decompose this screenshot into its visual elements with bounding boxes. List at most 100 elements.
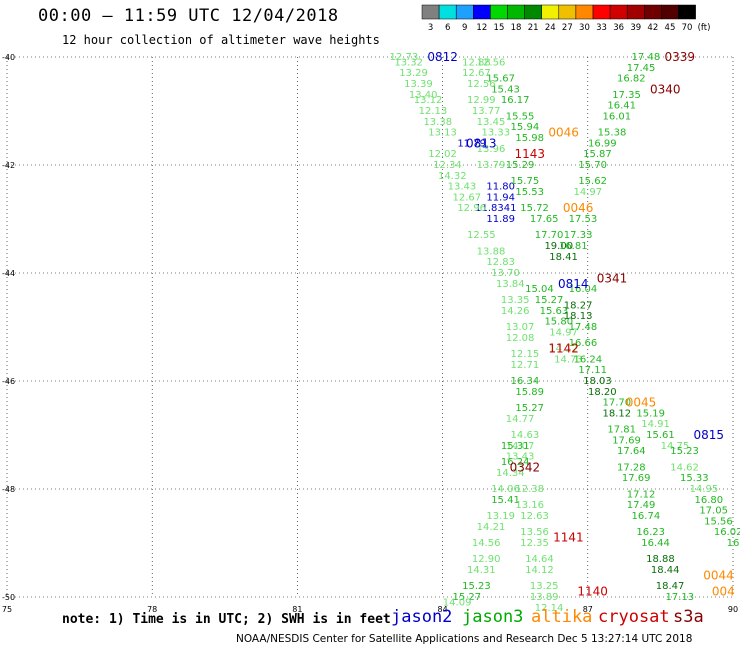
y-tick-label: -46 xyxy=(2,377,15,386)
swh-data-label: 13.07 xyxy=(506,322,535,333)
swh-data-label: 12.56 xyxy=(467,79,496,90)
swh-data-label: 15.43 xyxy=(491,84,520,95)
swh-data-label: 12.99 xyxy=(467,95,496,106)
swh-data-label: 13.89 xyxy=(530,592,559,603)
colorbar-label: 42 xyxy=(647,23,658,33)
swh-data-label: 17.33 xyxy=(564,230,593,241)
swh-data-label: 15.55 xyxy=(506,111,535,122)
swh-data-label: 17.69 xyxy=(612,435,641,446)
swh-data-label: 14.73 xyxy=(554,354,583,365)
swh-data-label: 11.80 xyxy=(486,182,515,193)
colorbar-legend: 3 6 9 12 15 18 21 24 27 30 33 36 39 42 45 70 (ft) xyxy=(421,4,710,33)
pass-time-label: 0046 xyxy=(563,201,594,215)
swh-data-label: 14.26 xyxy=(501,306,530,317)
swh-data-label: 11.94 xyxy=(486,192,515,203)
pass-time-label: 0341 xyxy=(597,271,628,285)
swh-data-label: 16.44 xyxy=(641,538,670,549)
x-tick-label: 78 xyxy=(147,605,157,614)
swh-data-label: 14.63 xyxy=(511,430,540,441)
swh-data-label: 13.25 xyxy=(530,581,559,592)
swh-data-label: 15.94 xyxy=(511,122,540,133)
pass-time-label: 0044 xyxy=(703,568,734,582)
swh-data-label: 15.63 xyxy=(540,306,569,317)
swh-data-label: 13.43 xyxy=(506,452,535,463)
chart-title: 00:00 — 11:59 UTC 12/04/2018 xyxy=(38,6,339,26)
swh-data-label: 15.53 xyxy=(515,187,544,198)
legend-altika: altika xyxy=(531,607,593,627)
swh-data-label: 18.44 xyxy=(651,565,680,576)
swh-data-label: 18.20 xyxy=(588,387,617,398)
swh-data-label: 16.34 xyxy=(511,376,540,387)
pass-time-label: 0812 xyxy=(427,50,458,64)
swh-data-label: 15.31 xyxy=(501,441,530,452)
x-tick-label: 87 xyxy=(583,605,593,614)
colorbar-label: 33 xyxy=(596,23,607,33)
swh-data-label: 15.67 xyxy=(486,74,515,85)
swh-data-label: 12.56 xyxy=(477,57,506,68)
swh-data-label: 14.75 xyxy=(661,441,690,452)
pass-time-label: 0813 xyxy=(466,136,497,150)
swh-data-label: 12.34 xyxy=(433,160,462,171)
swh-data-label: 15.61 xyxy=(646,430,675,441)
swh-data-label: 18.47 xyxy=(656,581,685,592)
colorbar-label: 21 xyxy=(528,23,539,33)
swh-data-label: 17.48 xyxy=(632,52,661,63)
colorbar-label: 9 xyxy=(462,23,467,33)
swh-data-label: 14.62 xyxy=(670,462,699,473)
swh-data-label: 15.87 xyxy=(583,149,612,160)
y-tick-label: -48 xyxy=(2,485,15,494)
swh-data-label: 18.41 xyxy=(549,252,578,263)
swh-data-label: 14.06 xyxy=(491,484,520,495)
pass-time-label: 0815 xyxy=(694,428,725,442)
swh-data-label: 14.64 xyxy=(525,554,554,565)
legend-jason2: jason2 xyxy=(391,607,453,627)
swh-data-label: 12.67 xyxy=(452,192,481,203)
swh-data-label: 14.97 xyxy=(573,187,602,198)
colorbar-swatch xyxy=(678,4,696,20)
pass-time-label: 0339 xyxy=(664,50,695,64)
colorbar-label: 18 xyxy=(511,23,522,33)
swh-data-label: 13.45 xyxy=(477,117,506,128)
swh-data-label: 16.17 xyxy=(501,95,530,106)
credit-line: NOAA/NESDIS Center for Satellite Applica… xyxy=(236,633,693,645)
colorbar-label: 6 xyxy=(445,23,450,33)
x-tick-label: 81 xyxy=(292,605,302,614)
chart-subtitle: 12 hour collection of altimeter wave hei… xyxy=(62,33,380,47)
swh-data-label: 13.70 xyxy=(491,268,520,279)
swh-data-label: 17.65 xyxy=(530,214,559,225)
swh-data-label: 15.29 xyxy=(506,160,535,171)
colorbar-label: 3 xyxy=(428,23,433,33)
swh-data-label: 18.88 xyxy=(646,554,675,565)
colorbar-label: 39 xyxy=(630,23,641,33)
swh-data-label: 15.23 xyxy=(670,446,699,457)
swh-data-label: 17.70 xyxy=(535,230,564,241)
swh-data-label: 12.02 xyxy=(428,149,457,160)
swh-data-label: 13.88 xyxy=(477,246,506,257)
pass-time-label: 1141 xyxy=(553,531,584,545)
swh-data-label: 14.97 xyxy=(549,327,578,338)
swh-data-label: 12.63 xyxy=(520,511,549,522)
swh-data-label: 17.48 xyxy=(569,322,598,333)
swh-data-label: 12.13 xyxy=(419,106,448,117)
swh-data-label: 12.14 xyxy=(535,603,564,614)
swh-data-label: 15.27 xyxy=(515,403,544,414)
swh-data-label: 16.02 xyxy=(714,527,740,538)
swh-data-label: 12.67 xyxy=(462,68,491,79)
swh-data-label: 16.82 xyxy=(617,74,646,85)
swh-data-label: 12.55 xyxy=(467,230,496,241)
pass-time-label: 1142 xyxy=(548,342,579,356)
colorbar-label: 45 xyxy=(665,23,676,33)
swh-data-label: 12.96 xyxy=(457,203,486,214)
x-tick-label: 75 xyxy=(2,605,12,614)
swh-data-label: 14.34 xyxy=(496,468,525,479)
swh-data-label: 12.15 xyxy=(511,349,540,360)
y-tick-label: -42 xyxy=(2,161,15,170)
swh-data-label: 15.98 xyxy=(515,133,544,144)
swh-data-label: 14.07 xyxy=(506,441,535,452)
swh-data-label: 13.56 xyxy=(520,527,549,538)
swh-data-label: 16.01 xyxy=(603,111,632,122)
colorbar-label: 27 xyxy=(562,23,573,33)
swh-data-label: 14.77 xyxy=(506,414,535,425)
swh-data-label: 13.84 xyxy=(496,279,525,290)
swh-data-label: 11.8341 xyxy=(475,203,516,214)
